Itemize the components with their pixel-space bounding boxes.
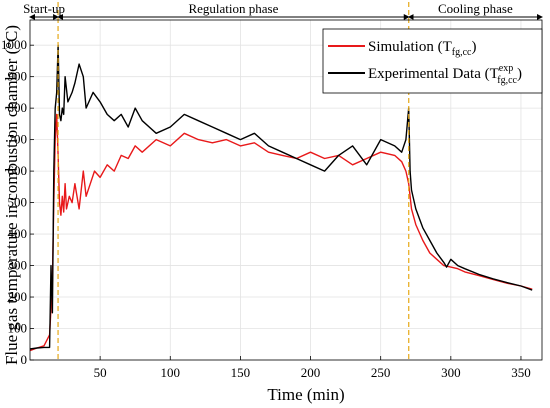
y-tick-label: 800 xyxy=(8,100,28,115)
x-tick-label: 250 xyxy=(371,365,391,380)
legend-simulation-base: Simulation (T xyxy=(368,39,452,55)
legend-label-simulation: Simulation (Tfg,cc) xyxy=(368,39,476,58)
legend-box xyxy=(322,28,543,94)
x-tick-label: 100 xyxy=(161,365,181,380)
x-tick-label: 200 xyxy=(301,365,321,380)
y-tick-label: 100 xyxy=(8,321,28,336)
x-tick-label: 150 xyxy=(231,365,251,380)
y-tick-label: 400 xyxy=(8,226,28,241)
phase-label: Regulation phase xyxy=(188,1,278,16)
y-tick-label: 1000 xyxy=(1,37,27,52)
legend-simulation-sub: fg,cc xyxy=(452,47,472,58)
legend-label-experimental: Experimental Data (Texp fg,cc) xyxy=(368,63,522,86)
axis-ticks: 50 100 150 200 250 300 350 0 100 200 300 400 500 600 7… xyxy=(1,37,531,380)
y-tick-label: 700 xyxy=(8,132,28,147)
phase-label: Start-up xyxy=(23,1,65,16)
y-tick-label: 200 xyxy=(8,289,28,304)
legend-experimental-sub: fg,cc xyxy=(497,75,517,86)
x-tick-label: 350 xyxy=(511,365,531,380)
y-tick-label: 600 xyxy=(8,163,28,178)
legend-experimental-sup: exp xyxy=(499,63,513,74)
legend: Simulation (Tfg,cc) Experimental Data (T… xyxy=(322,28,543,94)
legend-experimental-base: Experimental Data (T xyxy=(368,66,499,82)
y-tick-label: 500 xyxy=(8,195,28,210)
phase-label: Cooling phase xyxy=(438,1,513,16)
series-line-1 xyxy=(29,44,533,350)
y-tick-label: 300 xyxy=(8,258,28,273)
y-tick-label: 900 xyxy=(8,69,28,84)
plot-frame xyxy=(29,19,543,361)
legend-simulation-close: ) xyxy=(471,39,476,55)
legend-experimental-close: ) xyxy=(517,66,522,82)
x-tick-label: 50 xyxy=(94,365,107,380)
x-tick-label: 300 xyxy=(441,365,461,380)
x-axis-title: Time (min) xyxy=(267,385,344,404)
series-line-0 xyxy=(29,113,533,352)
phase-annotations: Start-up Regulation phase Cooling phase xyxy=(23,1,543,20)
plot-lines xyxy=(29,44,533,352)
y-tick-label: 0 xyxy=(21,352,28,367)
y-axis-title: Flue gas temperature in combustion chamb… xyxy=(2,25,21,365)
